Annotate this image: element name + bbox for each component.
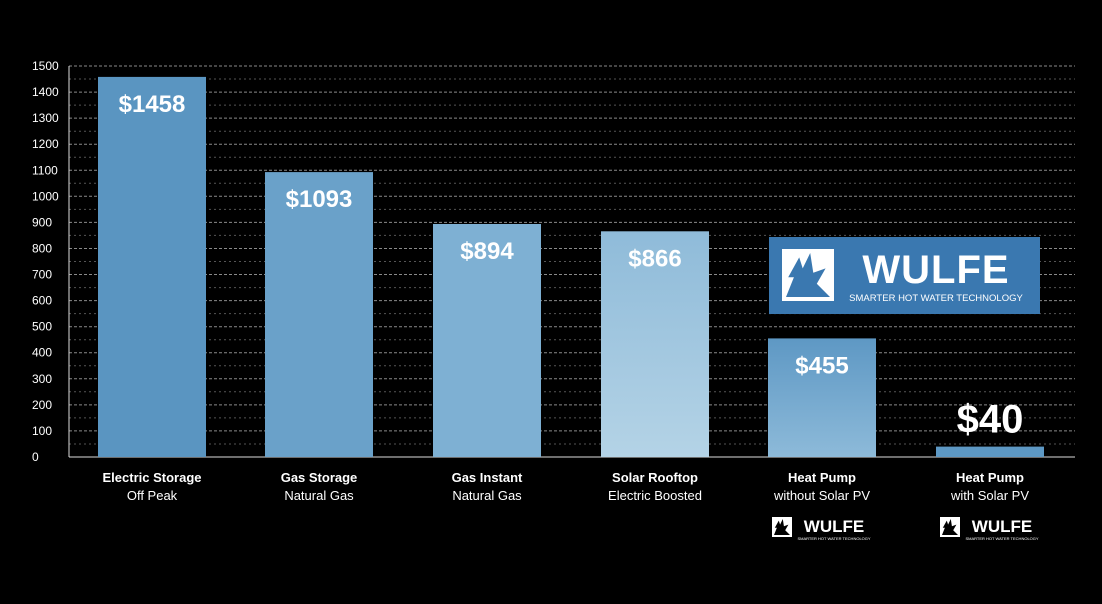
category-label-line1: Gas Instant: [452, 470, 523, 485]
tree-icon: [786, 253, 830, 297]
logo-name: WULFE: [862, 248, 1009, 292]
y-tick-label: 100: [32, 424, 52, 438]
y-tick-label: 1000: [32, 189, 59, 203]
y-tick-label: 1400: [32, 85, 59, 99]
category-label-line1: Heat Pump: [956, 470, 1024, 485]
category-label-line2: without Solar PV: [773, 488, 870, 503]
gridlines: [69, 65, 1075, 445]
bar: [98, 76, 206, 458]
y-tick-label: 1300: [32, 111, 59, 125]
value-label: $894: [460, 238, 514, 265]
category-label-line2: with Solar PV: [950, 488, 1029, 503]
logo-name: WULFE: [972, 517, 1032, 536]
bar: [265, 172, 373, 457]
value-label: $1093: [286, 186, 353, 213]
bar: [601, 231, 709, 457]
bar: [433, 224, 541, 457]
category-label-line1: Heat Pump: [788, 470, 856, 485]
y-tick-label: 900: [32, 215, 52, 229]
y-axis: 0 100 200 300 400 500 600 700 800 900 1000 1100 1200…: [32, 59, 1075, 464]
bar: [936, 446, 1044, 457]
tree-icon: [774, 519, 790, 535]
category-label-line2: Natural Gas: [452, 488, 522, 503]
category-label-line2: Electric Boosted: [608, 488, 702, 503]
y-tick-label: 500: [32, 320, 52, 334]
y-tick-label: 1200: [32, 137, 59, 151]
y-tick-label: 200: [32, 398, 52, 412]
y-tick-label: 700: [32, 268, 52, 282]
bars: [98, 76, 1044, 458]
logo-tagline: SMARTER HOT WATER TECHNOLOGY: [849, 293, 1023, 304]
y-tick-label: 0: [32, 450, 39, 464]
bar: [768, 338, 876, 457]
category-label-line1: Solar Rooftop: [612, 470, 698, 485]
category-label-line2: Off Peak: [127, 488, 178, 503]
category-label-line1: Gas Storage: [281, 470, 358, 485]
category-labels: Electric Storage Off Peak Gas Storage Natur…: [103, 470, 1030, 503]
y-tick-label: 1100: [32, 163, 58, 177]
y-tick-label: 600: [32, 294, 52, 308]
y-tick-label: 800: [32, 242, 52, 256]
y-tick-label: 400: [32, 346, 52, 360]
logo-tagline: SMARTER HOT WATER TECHNOLOGY: [797, 536, 870, 541]
logo-name: WULFE: [804, 517, 864, 536]
value-label: $866: [628, 245, 681, 272]
value-label: $1458: [119, 91, 186, 118]
logo-tagline: SMARTER HOT WATER TECHNOLOGY: [965, 536, 1038, 541]
y-tick-label: 1500: [32, 59, 59, 73]
category-label-line2: Natural Gas: [284, 488, 354, 503]
value-label: $40: [957, 398, 1024, 442]
value-label: $455: [795, 352, 848, 379]
category-label-line1: Electric Storage: [103, 470, 202, 485]
value-labels: $1458 $1093 $894 $866 $455 $40: [119, 91, 1024, 442]
y-tick-label: 300: [32, 372, 52, 386]
tree-icon: [942, 519, 958, 535]
